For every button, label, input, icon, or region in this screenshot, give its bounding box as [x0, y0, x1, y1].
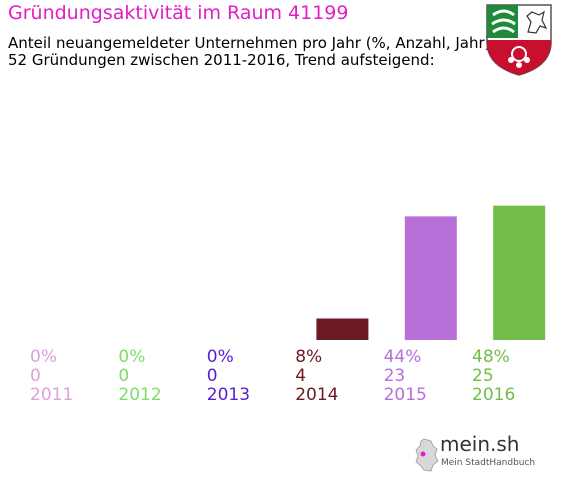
column-label-2015: 44% 23 2015 [384, 348, 464, 405]
logo-name: mein.sh [440, 432, 520, 456]
logo-tagline: Mein StadtHandbuch [441, 458, 536, 468]
column-label-2011: 0% 0 2011 [30, 348, 110, 405]
mein-sh-logo[interactable]: mein.sh Mein StadtHandbuch [414, 432, 535, 476]
year-label: 2012 [118, 385, 162, 405]
bar-2016 [493, 205, 546, 340]
year-label: 2011 [30, 385, 74, 405]
year-label: 2014 [295, 385, 339, 405]
column-label-2013: 0% 0 2013 [207, 348, 287, 405]
year-label: 2015 [383, 385, 427, 405]
year-label: 2013 [206, 385, 251, 405]
subtitle-line-2: 52 Gründungen zwischen 2011-2016, Trend … [8, 51, 435, 69]
chart-subtitle: Anteil neuangemeldeter Unternehmen pro J… [8, 35, 491, 69]
column-label-2012: 0% 0 2012 [118, 348, 198, 405]
percent-label: 48% [472, 347, 510, 367]
bar-2015 [404, 216, 457, 340]
count-label: 23 [383, 366, 406, 386]
column-label-2016: 48% 25 2016 [472, 348, 552, 405]
percent-label: 0% [206, 347, 234, 367]
count-label: 0 [118, 366, 130, 386]
percent-label: 0% [30, 347, 57, 367]
page-title: Gründungsaktivität im Raum 41199 [8, 2, 349, 24]
count-label: 0 [206, 366, 218, 386]
percent-label: 0% [118, 347, 146, 367]
nrw-coat-of-arms-icon [486, 4, 552, 76]
year-label: 2016 [472, 385, 516, 405]
count-label: 4 [295, 366, 307, 386]
count-label: 25 [472, 366, 494, 386]
column-label-2014: 8% 4 2014 [295, 348, 375, 405]
germany-map-icon [415, 438, 439, 472]
bar-2014 [316, 318, 369, 340]
count-label: 0 [30, 366, 41, 386]
percent-label: 8% [295, 347, 323, 367]
subtitle-line-1: Anteil neuangemeldeter Unternehmen pro J… [8, 34, 491, 52]
percent-label: 44% [383, 347, 422, 367]
